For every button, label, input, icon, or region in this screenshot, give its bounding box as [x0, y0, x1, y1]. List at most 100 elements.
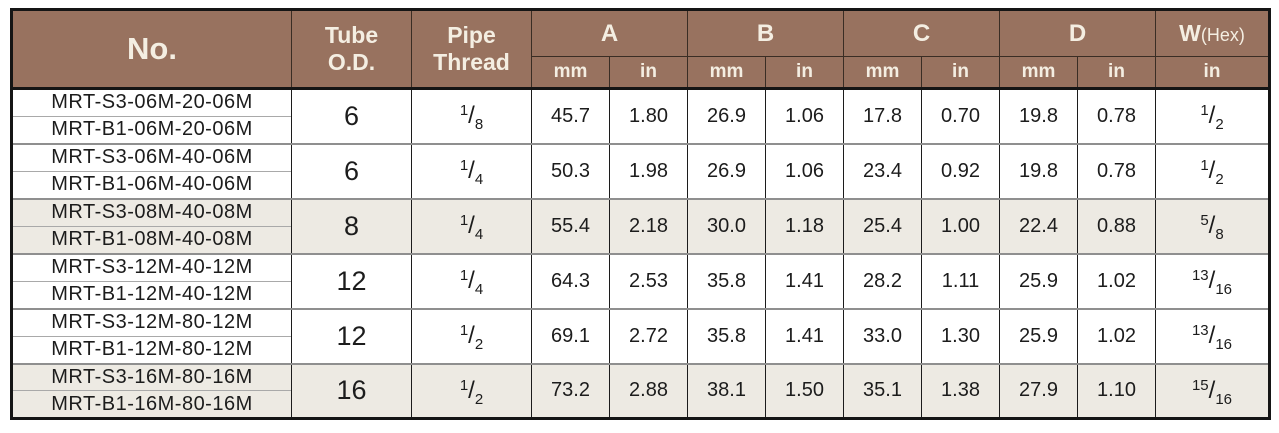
table-row: MRT-S3-08M-40-08M MRT-B1-08M-40-08M 8 1/… — [11, 197, 1270, 254]
part-number: MRT-B1-12M-80-12M — [13, 335, 291, 363]
table-body: MRT-S3-06M-20-06M MRT-B1-06M-20-06M 6 1/… — [11, 87, 1270, 419]
part-numbers-cell: MRT-S3-12M-40-12M MRT-B1-12M-40-12M — [11, 252, 292, 309]
tube-od-cell: 6 — [291, 142, 412, 199]
fraction: 1/4 — [459, 212, 484, 243]
table-header: No. Tube O.D. Pipe Thread A B C D W(Hex)… — [11, 9, 1270, 90]
a-mm-cell: 50.3 — [531, 142, 610, 199]
fraction: 1/4 — [459, 157, 484, 188]
fraction: 13/16 — [1191, 322, 1233, 353]
column-header-b: B — [687, 9, 844, 57]
fraction: 1/4 — [459, 267, 484, 298]
w-label: W — [1179, 20, 1201, 46]
b-in-cell: 1.41 — [765, 307, 844, 364]
c-mm-cell: 17.8 — [843, 87, 922, 144]
tube-od-cell: 8 — [291, 197, 412, 254]
part-number: MRT-B1-12M-40-12M — [13, 280, 291, 308]
b-in-cell: 1.18 — [765, 197, 844, 254]
d-mm-cell: 27.9 — [999, 362, 1078, 419]
w-hex-suffix: (Hex) — [1200, 25, 1245, 45]
unit-header-d-mm: mm — [999, 56, 1078, 90]
d-mm-cell: 22.4 — [999, 197, 1078, 254]
part-numbers-cell: MRT-S3-16M-80-16M MRT-B1-16M-80-16M — [11, 362, 292, 419]
column-header-no: No. — [11, 9, 292, 90]
part-numbers-cell: MRT-S3-08M-40-08M MRT-B1-08M-40-08M — [11, 197, 292, 254]
page: No. Tube O.D. Pipe Thread A B C D W(Hex)… — [10, 8, 1271, 420]
unit-header-c-mm: mm — [843, 56, 922, 90]
pipe-thread-cell: 1/2 — [411, 307, 532, 364]
column-header-c: C — [843, 9, 1000, 57]
a-mm-cell: 73.2 — [531, 362, 610, 419]
unit-header-b-in: in — [765, 56, 844, 90]
w-hex-cell: 1/2 — [1155, 142, 1270, 199]
tube-od-cell: 6 — [291, 87, 412, 144]
a-mm-cell: 64.3 — [531, 252, 610, 309]
b-in-cell: 1.41 — [765, 252, 844, 309]
part-number: MRT-S3-16M-80-16M — [51, 365, 253, 388]
b-in-cell: 1.06 — [765, 142, 844, 199]
part-number: MRT-S3-12M-80-12M — [51, 311, 253, 333]
fraction: 1/2 — [459, 376, 484, 408]
w-hex-cell: 13/16 — [1155, 307, 1270, 364]
part-number-stack: MRT-S3-08M-40-08M MRT-B1-08M-40-08M — [13, 200, 291, 253]
fraction: 1/2 — [459, 322, 484, 353]
pipe-thread-cell: 1/2 — [411, 362, 532, 419]
w-hex-cell: 5/8 — [1155, 197, 1270, 254]
part-numbers-cell: MRT-S3-12M-80-12M MRT-B1-12M-80-12M — [11, 307, 292, 364]
table-row: MRT-S3-06M-20-06M MRT-B1-06M-20-06M 6 1/… — [11, 87, 1270, 144]
c-mm-cell: 25.4 — [843, 197, 922, 254]
c-mm-cell: 23.4 — [843, 142, 922, 199]
b-mm-cell: 38.1 — [687, 362, 766, 419]
a-in-cell: 1.80 — [609, 87, 688, 144]
c-in-cell: 1.00 — [921, 197, 1000, 254]
w-hex-cell: 1/2 — [1155, 87, 1270, 144]
b-mm-cell: 30.0 — [687, 197, 766, 254]
part-number-stack: MRT-S3-06M-40-06M MRT-B1-06M-40-06M — [13, 145, 291, 198]
tube-od-cell: 12 — [291, 252, 412, 309]
d-in-cell: 0.88 — [1077, 197, 1156, 254]
d-mm-cell: 25.9 — [999, 307, 1078, 364]
c-in-cell: 0.92 — [921, 142, 1000, 199]
tube-od-cell: 12 — [291, 307, 412, 364]
part-number: MRT-S3-06M-40-06M — [51, 146, 253, 168]
unit-header-a-mm: mm — [531, 56, 610, 90]
d-mm-cell: 19.8 — [999, 142, 1078, 199]
fraction: 1/2 — [1200, 102, 1224, 134]
a-in-cell: 2.72 — [609, 307, 688, 364]
d-in-cell: 1.10 — [1077, 362, 1156, 419]
fraction: 5/8 — [1200, 212, 1224, 243]
d-mm-cell: 19.8 — [999, 87, 1078, 144]
part-number: MRT-B1-16M-80-16M — [13, 390, 291, 417]
c-in-cell: 0.70 — [921, 87, 1000, 144]
part-number: MRT-B1-06M-20-06M — [13, 115, 291, 143]
a-mm-cell: 45.7 — [531, 87, 610, 144]
part-number-stack: MRT-S3-12M-40-12M MRT-B1-12M-40-12M — [13, 255, 291, 308]
fraction: 15/16 — [1191, 376, 1233, 408]
c-mm-cell: 33.0 — [843, 307, 922, 364]
part-number: MRT-S3-06M-20-06M — [51, 91, 253, 114]
part-numbers-cell: MRT-S3-06M-20-06M MRT-B1-06M-20-06M — [11, 87, 292, 144]
fraction: 1/2 — [1200, 157, 1224, 188]
pipe-thread-cell: 1/4 — [411, 252, 532, 309]
fitting-dimensions-table: No. Tube O.D. Pipe Thread A B C D W(Hex)… — [10, 8, 1271, 420]
a-mm-cell: 55.4 — [531, 197, 610, 254]
b-in-cell: 1.50 — [765, 362, 844, 419]
unit-header-c-in: in — [921, 56, 1000, 90]
unit-header-a-in: in — [609, 56, 688, 90]
c-mm-cell: 35.1 — [843, 362, 922, 419]
a-in-cell: 2.18 — [609, 197, 688, 254]
fraction: 13/16 — [1191, 267, 1233, 298]
column-header-tube-od: Tube O.D. — [291, 9, 412, 90]
part-number-stack: MRT-S3-12M-80-12M MRT-B1-12M-80-12M — [13, 310, 291, 363]
pipe-thread-cell: 1/8 — [411, 87, 532, 144]
part-number-stack: MRT-S3-16M-80-16M MRT-B1-16M-80-16M — [13, 365, 291, 418]
pipe-thread-cell: 1/4 — [411, 197, 532, 254]
unit-header-w-in: in — [1155, 56, 1270, 90]
c-in-cell: 1.38 — [921, 362, 1000, 419]
column-header-pipe-thread: Pipe Thread — [411, 9, 532, 90]
column-header-w-hex: W(Hex) — [1155, 9, 1270, 57]
w-hex-cell: 13/16 — [1155, 252, 1270, 309]
part-numbers-cell: MRT-S3-06M-40-06M MRT-B1-06M-40-06M — [11, 142, 292, 199]
b-mm-cell: 35.8 — [687, 252, 766, 309]
part-number: MRT-B1-08M-40-08M — [13, 225, 291, 253]
d-in-cell: 0.78 — [1077, 142, 1156, 199]
